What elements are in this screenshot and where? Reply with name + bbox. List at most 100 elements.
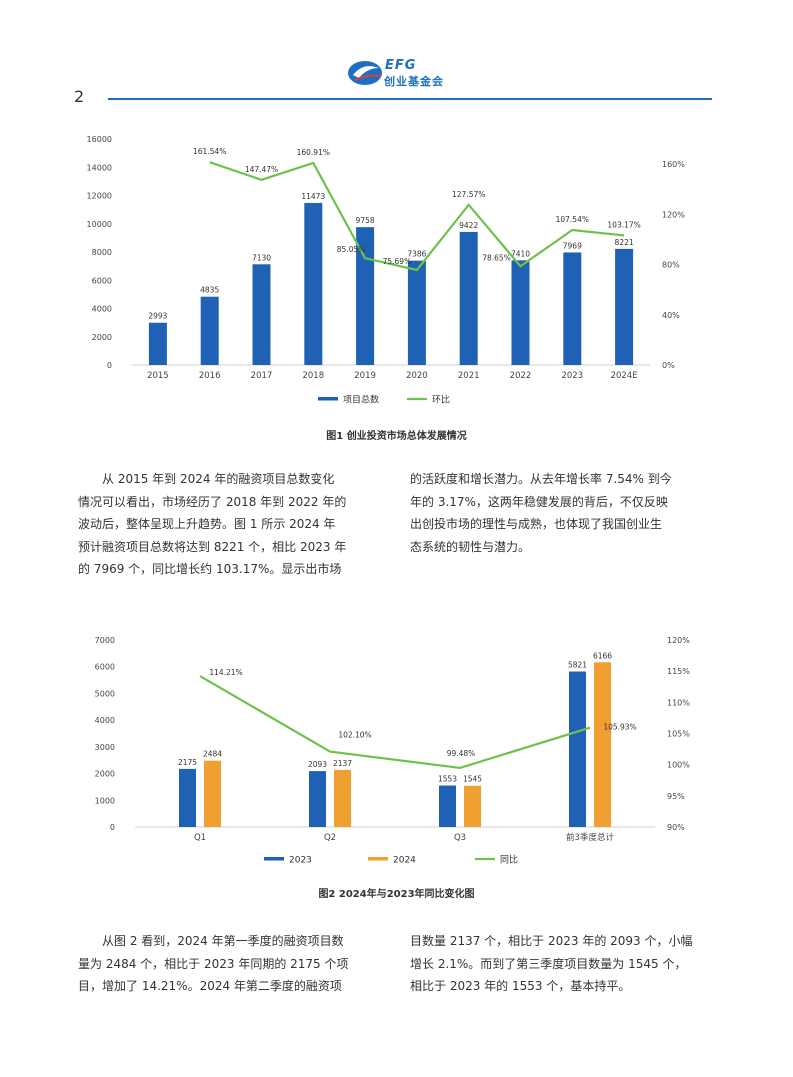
text-line: 量为 2484 个，相比于 2023 年同期的 2175 个项: [78, 956, 349, 971]
bar: [464, 785, 481, 827]
y-tick-label: 12000: [87, 192, 112, 201]
chart-yoy-comparison: 0 1000 2000 3000 4000 5000 6000 7000 90% 95% 100% 1…: [95, 636, 691, 866]
bar-value-label: 2137: [333, 759, 352, 768]
legend-label: 环比: [432, 394, 450, 406]
line-value-label: 99.48%: [447, 749, 476, 758]
line-value-label: 147.47%: [245, 165, 278, 174]
figure2-caption: 图2 2024年与2023年同比变化图: [318, 889, 475, 900]
y-tick-label: 5000: [95, 689, 115, 698]
bar-value-label: 6166: [593, 651, 612, 660]
bar: [179, 768, 196, 827]
bar: [356, 227, 375, 365]
bar: [563, 252, 582, 365]
y-tick-label: 14000: [87, 163, 112, 172]
bar-value-label: 2993: [148, 312, 167, 321]
chart-market-overview: 0 2000 4000 6000 8000 10000 12000 14000 16000 0% 4…: [87, 135, 686, 406]
line-value-label: 161.54%: [193, 147, 226, 156]
text-line: 预计融资项目总数将达到 8221 个，相比 2023 年: [78, 539, 347, 554]
line-value-label: 127.57%: [452, 190, 485, 199]
x-tick-label: 2015: [147, 371, 169, 381]
bar: [407, 260, 426, 365]
y-tick-label: 2000: [95, 770, 115, 779]
y-tick-label: 7000: [95, 636, 115, 645]
text-line: 目，增加了 14.21%。2024 年第二季度的融资项: [78, 979, 342, 993]
bar: [459, 231, 478, 365]
line-series: [199, 675, 591, 770]
x-tick-label: 2024E: [611, 371, 638, 381]
line-series: [209, 161, 625, 272]
line-value-label: 78.65%: [482, 253, 511, 262]
bar: [252, 264, 271, 365]
y2-tick-label: 0%: [662, 361, 675, 370]
y2-tick-label: 100%: [667, 761, 690, 770]
text-line: 增长 2.1%。而到了第三季度项目数量为 1545 个，: [410, 956, 687, 971]
x-tick-label: 2020: [406, 371, 428, 381]
y-tick-label: 8000: [92, 248, 112, 257]
bar: [594, 662, 611, 827]
bar-value-label: 4835: [200, 286, 219, 295]
figure1-caption: 图1 创业投资市场总体发展情况: [326, 431, 467, 442]
y-tick-label: 4000: [92, 305, 112, 314]
bar: [334, 769, 351, 827]
header-divider: [108, 98, 712, 100]
y-tick-label: 6000: [95, 663, 115, 672]
bar: [200, 296, 219, 365]
x-tick-label: 2018: [302, 371, 324, 381]
y-tick-label: 2000: [92, 333, 112, 342]
paragraph-2-left: 从图 2 看到，2024 年第一季度的融资项目数 量为 2484 个，相比于 2…: [78, 930, 383, 998]
bar-value-label: 1545: [463, 775, 482, 784]
text-line: 相比于 2023 年的 1553 个，基本持平。: [410, 979, 631, 993]
logo-text-name: 创业基金会: [384, 75, 444, 88]
text-line: 态系统的韧性与潜力。: [410, 539, 531, 554]
x-tick-label: Q2: [324, 833, 336, 843]
page-number: 2: [74, 87, 85, 106]
efg-logo: [348, 61, 382, 85]
bar-value-label: 5821: [568, 660, 587, 669]
logo-text-efg: EFG: [385, 58, 417, 73]
line-value-label: 160.91%: [297, 148, 330, 157]
paragraph-2-right: 目数量 2137 个，相比于 2023 年的 2093 个，小幅 增长 2.1%…: [410, 930, 715, 998]
text-line: 目数量 2137 个，相比于 2023 年的 2093 个，小幅: [410, 934, 693, 948]
bar-value-label: 9758: [356, 216, 375, 225]
text-line: 年的 3.17%，这两年稳健发展的背后，不仅反映: [410, 494, 668, 509]
y2-tick-label: 105%: [667, 730, 690, 739]
y-tick-label: 6000: [92, 276, 112, 285]
bar-value-label: 2093: [308, 760, 327, 769]
x-tick-label: 前3季度总计: [566, 832, 614, 843]
y-tick-label: 3000: [95, 743, 115, 752]
legend-swatch: [318, 397, 338, 401]
legend-label: 项目总数: [343, 394, 379, 406]
text-line: 波动后，整体呈现上升趋势。图 1 所示 2024 年: [78, 517, 336, 531]
bar-value-label: 7969: [563, 241, 582, 250]
text-line: 情况可以看出，市场经历了 2018 年到 2022 年的: [78, 494, 347, 509]
bar-value-label: 11473: [301, 192, 325, 201]
bar: [309, 771, 326, 827]
y2-tick-label: 110%: [667, 698, 690, 707]
y-tick-label: 16000: [87, 135, 112, 144]
bar: [204, 760, 221, 827]
bar: [439, 785, 456, 827]
bar: [615, 248, 634, 365]
x-tick-label: 2016: [199, 371, 221, 381]
x-tick-label: 2021: [458, 371, 480, 381]
legend-label: 同比: [500, 854, 518, 866]
bar-value-label: 7410: [511, 249, 530, 258]
x-tick-label: Q3: [454, 833, 466, 843]
y-tick-label: 0: [110, 823, 115, 832]
bar-value-label: 1553: [438, 775, 457, 784]
y-tick-label: 1000: [95, 796, 115, 805]
bar-value-label: 8221: [615, 238, 634, 247]
y2-tick-label: 80%: [662, 261, 680, 270]
bar: [569, 671, 586, 827]
bar: [511, 260, 530, 365]
line-value-label: 103.17%: [607, 220, 640, 229]
x-tick-label: Q1: [194, 833, 206, 843]
bar-value-label: 7386: [407, 250, 426, 259]
line-value-label: 105.93%: [603, 723, 636, 732]
legend-label: 2023: [289, 856, 312, 866]
line-value-label: 85.05%: [337, 245, 366, 254]
x-tick-label: 2022: [510, 371, 532, 381]
text-line: 从 2015 年到 2024 年的融资项目总数变化: [102, 472, 335, 486]
line-value-label: 107.54%: [556, 215, 589, 224]
y-tick-label: 4000: [95, 716, 115, 725]
